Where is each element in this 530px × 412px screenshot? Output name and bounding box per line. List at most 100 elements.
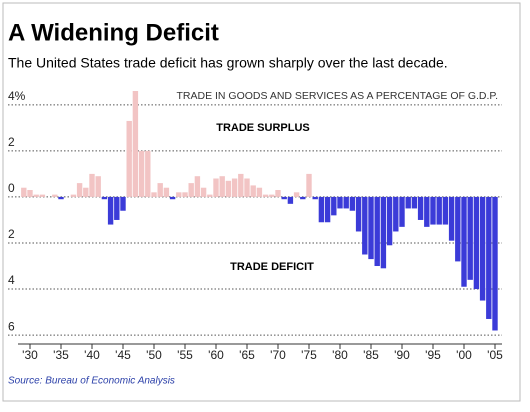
bar bbox=[411, 196, 418, 209]
bar bbox=[39, 194, 46, 197]
bar bbox=[120, 196, 126, 211]
bar bbox=[114, 196, 120, 220]
bar bbox=[238, 173, 244, 197]
bar bbox=[306, 173, 312, 197]
x-tick-label: '45 bbox=[115, 348, 131, 362]
bar bbox=[380, 196, 387, 269]
bar bbox=[33, 194, 39, 197]
bar bbox=[52, 194, 58, 197]
bar bbox=[262, 194, 269, 197]
y-tick-label: 0 bbox=[8, 181, 15, 195]
bar bbox=[169, 196, 176, 200]
bar bbox=[448, 196, 455, 241]
bar bbox=[492, 196, 498, 331]
x-tick-label: '05 bbox=[487, 348, 503, 362]
bar bbox=[182, 192, 188, 197]
x-tick-label: '65 bbox=[239, 348, 255, 362]
bar bbox=[176, 192, 182, 197]
bar bbox=[355, 196, 362, 232]
bar bbox=[417, 196, 424, 220]
bar bbox=[281, 196, 287, 200]
bar bbox=[95, 176, 101, 197]
bar bbox=[324, 196, 331, 223]
bar bbox=[76, 183, 83, 197]
bar bbox=[362, 196, 368, 255]
x-tick-label: '40 bbox=[84, 348, 100, 362]
bar bbox=[486, 196, 492, 319]
y-tick-label: 2 bbox=[8, 227, 15, 241]
bar bbox=[58, 196, 64, 200]
deficit-label: TRADE DEFICIT bbox=[230, 261, 314, 273]
x-tick-label: '85 bbox=[363, 348, 379, 362]
bar bbox=[318, 196, 325, 223]
bar bbox=[213, 178, 219, 197]
surplus-label: TRADE SURPLUS bbox=[216, 122, 310, 134]
bar bbox=[244, 178, 250, 197]
bar bbox=[405, 196, 411, 209]
bar bbox=[89, 173, 95, 197]
x-tick-label: '00 bbox=[456, 348, 472, 362]
bar bbox=[337, 196, 343, 209]
bar bbox=[256, 187, 263, 197]
x-tick-label: '75 bbox=[301, 348, 317, 362]
bar bbox=[219, 176, 225, 197]
bar bbox=[83, 187, 89, 197]
bar bbox=[442, 196, 449, 225]
y-tick-label: 4 bbox=[8, 273, 15, 287]
chart-title: A Widening Deficit bbox=[8, 19, 219, 46]
bar bbox=[107, 196, 114, 225]
bar bbox=[275, 190, 281, 197]
bar bbox=[293, 192, 300, 197]
x-tick-label: '35 bbox=[53, 348, 69, 362]
bar bbox=[163, 187, 170, 197]
bar bbox=[343, 196, 349, 209]
bar bbox=[300, 196, 306, 200]
bar bbox=[393, 196, 399, 232]
chart-subtitle: The United States trade deficit has grow… bbox=[8, 55, 448, 71]
bar bbox=[467, 196, 473, 280]
bar bbox=[231, 178, 238, 197]
bar bbox=[194, 176, 201, 197]
bar bbox=[399, 196, 405, 227]
bar bbox=[455, 196, 461, 262]
bar bbox=[101, 196, 108, 200]
bar bbox=[479, 196, 486, 301]
bar bbox=[151, 192, 157, 197]
x-tick-label: '90 bbox=[394, 348, 410, 362]
bar bbox=[70, 194, 77, 197]
x-tick-label: '70 bbox=[270, 348, 286, 362]
x-tick-label: '95 bbox=[425, 348, 441, 362]
x-tick-label: '80 bbox=[332, 348, 348, 362]
bar bbox=[188, 183, 194, 197]
bar bbox=[132, 91, 139, 197]
x-tick-label: '50 bbox=[146, 348, 162, 362]
bar bbox=[436, 196, 442, 225]
bar bbox=[250, 185, 256, 197]
bar bbox=[368, 196, 374, 260]
bar bbox=[207, 194, 213, 197]
bar bbox=[269, 194, 275, 197]
bar bbox=[145, 150, 151, 197]
bar bbox=[126, 120, 132, 197]
bar bbox=[200, 187, 207, 197]
bar bbox=[312, 196, 318, 200]
bar bbox=[424, 196, 430, 227]
bar bbox=[287, 196, 294, 204]
source: Source: Bureau of Economic Analysis bbox=[8, 376, 175, 387]
x-tick-label: '55 bbox=[177, 348, 193, 362]
bar bbox=[138, 150, 145, 197]
x-tick-label: '60 bbox=[208, 348, 224, 362]
bar bbox=[21, 187, 27, 197]
annotation: TRADE IN GOODS AND SERVICES AS A PERCENT… bbox=[176, 90, 498, 102]
bar bbox=[331, 196, 337, 216]
bar bbox=[374, 196, 380, 267]
bar bbox=[386, 196, 393, 246]
y-tick-label: 6 bbox=[8, 319, 15, 333]
bar bbox=[473, 196, 480, 290]
bar bbox=[27, 190, 33, 197]
bar bbox=[461, 196, 467, 287]
y-tick-label: 2 bbox=[8, 135, 15, 149]
bar bbox=[430, 196, 436, 225]
